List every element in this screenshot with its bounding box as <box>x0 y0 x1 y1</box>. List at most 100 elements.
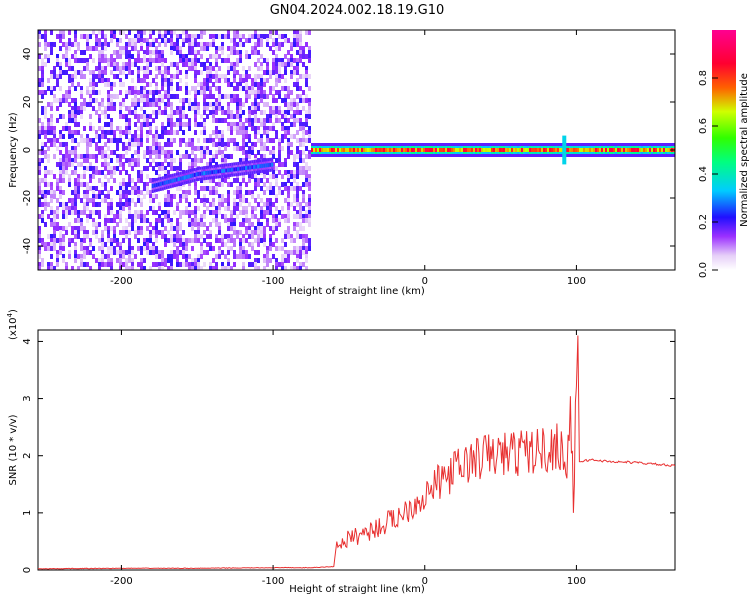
noise-cell <box>308 74 311 79</box>
noise-cell <box>206 226 209 231</box>
noise-cell <box>140 250 143 255</box>
noise-cell <box>116 202 119 207</box>
noise-cell <box>74 122 77 127</box>
noise-cell <box>53 126 56 131</box>
noise-cell <box>59 174 62 179</box>
noise-cell <box>194 66 197 71</box>
noise-cell <box>191 102 194 107</box>
noise-cell <box>80 102 83 107</box>
noise-cell <box>143 214 146 219</box>
noise-cell <box>182 254 185 259</box>
noise-cell <box>185 82 188 87</box>
noise-cell <box>284 254 287 259</box>
noise-cell <box>152 226 155 231</box>
trace-core <box>225 168 228 173</box>
noise-cell <box>83 126 86 131</box>
noise-cell <box>131 214 134 219</box>
noise-cell <box>53 246 56 251</box>
noise-cell <box>128 162 131 167</box>
noise-cell <box>170 198 173 203</box>
noise-cell <box>257 130 260 135</box>
noise-cell <box>203 202 206 207</box>
noise-cell <box>200 42 203 47</box>
noise-cell <box>299 126 302 131</box>
noise-cell <box>110 186 113 191</box>
noise-cell <box>74 202 77 207</box>
noise-cell <box>236 50 239 55</box>
trace-core <box>491 148 493 152</box>
noise-cell <box>38 30 41 35</box>
noise-cell <box>299 170 302 175</box>
noise-cell <box>74 230 77 235</box>
noise-cell <box>89 82 92 87</box>
noise-cell <box>38 238 41 243</box>
noise-cell <box>116 146 119 151</box>
noise-cell <box>74 170 77 175</box>
noise-cell <box>290 186 293 191</box>
noise-cell <box>218 130 221 135</box>
noise-cell <box>248 86 251 91</box>
noise-cell <box>218 206 221 211</box>
noise-cell <box>299 206 302 211</box>
noise-cell <box>248 118 251 123</box>
noise-cell <box>158 266 161 270</box>
noise-cell <box>191 42 194 47</box>
noise-cell <box>107 190 110 195</box>
noise-cell <box>197 146 200 151</box>
noise-cell <box>77 210 80 215</box>
noise-cell <box>116 38 119 43</box>
noise-cell <box>122 50 125 55</box>
trace-core <box>429 148 431 152</box>
noise-cell <box>215 74 218 79</box>
noise-cell <box>254 126 257 131</box>
noise-cell <box>98 150 101 155</box>
noise-cell <box>251 50 254 55</box>
noise-cell <box>239 122 242 127</box>
trace-core <box>655 148 657 152</box>
noise-cell <box>59 74 62 79</box>
noise-cell <box>104 150 107 155</box>
noise-cell <box>182 246 185 251</box>
noise-cell <box>197 42 200 47</box>
noise-cell <box>203 118 206 123</box>
noise-cell <box>212 106 215 111</box>
noise-cell <box>302 262 305 267</box>
noise-cell <box>230 214 233 219</box>
noise-cell <box>188 122 191 127</box>
noise-cell <box>146 62 149 67</box>
noise-cell <box>266 206 269 211</box>
noise-cell <box>50 138 53 143</box>
noise-cell <box>299 166 302 171</box>
noise-cell <box>155 210 158 215</box>
noise-cell <box>68 130 71 135</box>
noise-cell <box>224 74 227 79</box>
noise-cell <box>257 238 260 243</box>
noise-cell <box>230 138 233 143</box>
noise-cell <box>272 66 275 71</box>
noise-cell <box>263 190 266 195</box>
noise-cell <box>227 222 230 227</box>
noise-cell <box>80 70 83 75</box>
noise-cell <box>62 174 65 179</box>
noise-cell <box>293 134 296 139</box>
noise-cell <box>209 86 212 91</box>
noise-cell <box>194 34 197 39</box>
noise-cell <box>107 166 110 171</box>
noise-cell <box>302 138 305 143</box>
noise-cell <box>65 146 68 151</box>
noise-cell <box>248 106 251 111</box>
noise-cell <box>212 130 215 135</box>
noise-cell <box>80 198 83 203</box>
noise-cell <box>299 86 302 91</box>
noise-cell <box>107 94 110 99</box>
noise-cell <box>290 58 293 63</box>
trace-core <box>617 148 619 152</box>
noise-cell <box>287 218 290 223</box>
noise-cell <box>74 106 77 111</box>
noise-cell <box>89 210 92 215</box>
noise-cell <box>269 198 272 203</box>
noise-cell <box>122 186 125 191</box>
noise-cell <box>98 170 101 175</box>
noise-cell <box>299 254 302 259</box>
